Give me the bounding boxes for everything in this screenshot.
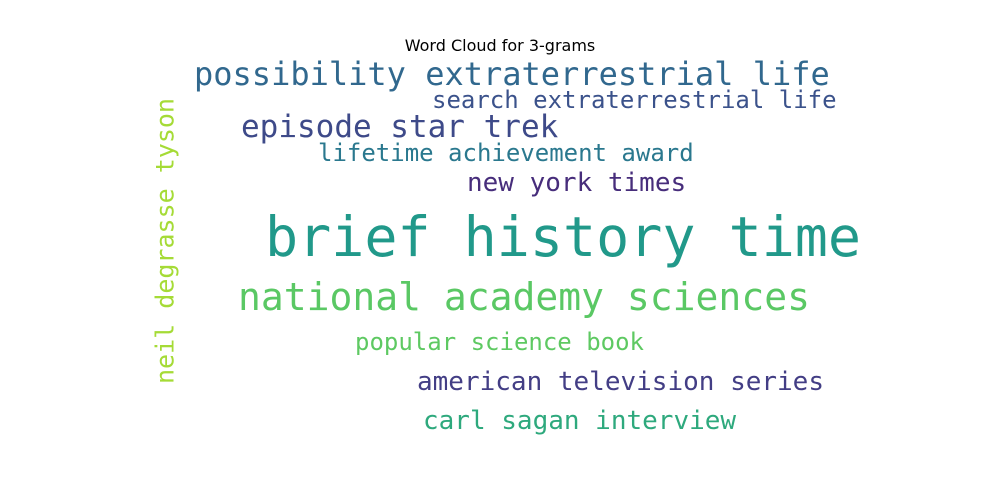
word-lifetime-achievement-award: lifetime achievement award [318, 139, 694, 167]
word-new-york-times: new york times [467, 168, 687, 198]
word-national-academy-sciences: national academy sciences [238, 275, 810, 319]
word-american-television-series: american television series [417, 367, 824, 397]
word-possibility-extraterrestrial-life: possibility extraterrestrial life [194, 55, 830, 93]
word-brief-history-time: brief history time [265, 205, 862, 269]
word-carl-sagan-interview: carl sagan interview [423, 406, 737, 436]
word-episode-star-trek: episode star trek [241, 109, 559, 145]
word-neil-degrasse-tyson: neil degrasse tyson [150, 98, 180, 384]
word-popular-science-book: popular science book [355, 328, 644, 356]
chart-title: Word Cloud for 3-grams [404, 36, 596, 55]
word-search-extraterrestrial-life: search extraterrestrial life [432, 86, 837, 114]
